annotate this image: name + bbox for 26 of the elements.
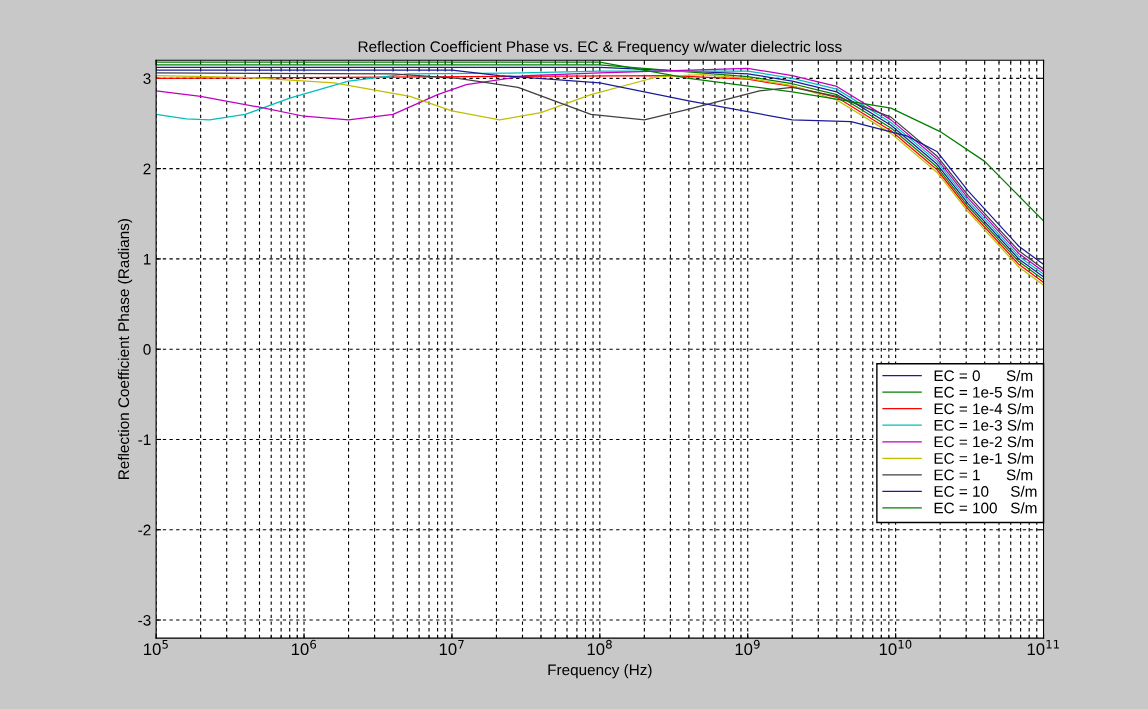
y-tick-label: -1 [138, 434, 151, 446]
x-tick-label: 10$^{9}$ [735, 639, 760, 656]
x-tick-label: 10$^{7}$ [439, 640, 464, 656]
legend-label: EC = 1e-3 S/m [934, 419, 1034, 431]
legend-label: EC = 1 S/m [934, 469, 1033, 481]
y-tick-label: 2 [143, 163, 151, 175]
y-tick-label: -2 [138, 524, 151, 536]
x-tick-label: 10$^{11}$ [1027, 640, 1059, 656]
y-tick-label: 3 [143, 73, 151, 85]
x-tick-label: 10$^{5}$ [144, 640, 168, 656]
y-tick-label: -3 [138, 614, 151, 626]
y-axis-title: Reflection Coefficient Phase (Radians) [117, 219, 133, 479]
legend-label: EC = 100 S/m [934, 502, 1037, 514]
x-tick-label: 10$^{6}$ [291, 639, 317, 656]
legend-label: EC = 0 S/m [934, 369, 1033, 382]
x-axis-title: Frequency (Hz) [548, 664, 652, 679]
legend-label: EC = 1e-4 S/m [934, 402, 1034, 415]
chart-title: Reflection Coefficient Phase vs. EC & Frequency w/water dielectric loss [358, 40, 842, 56]
y-tick-label: 1 [143, 253, 151, 265]
legend-label: EC = 1e-5 S/m [934, 386, 1034, 398]
y-tick-label: 0 [143, 344, 151, 355]
legend-label: EC = 1e-2 S/m [934, 436, 1034, 448]
legend-label: EC = 10 S/m [934, 485, 1037, 497]
x-tick-label: 10$^{10}$ [879, 639, 912, 656]
x-tick-label: 10$^{8}$ [587, 639, 612, 656]
legend-label: EC = 1e-1 S/m [934, 452, 1034, 464]
